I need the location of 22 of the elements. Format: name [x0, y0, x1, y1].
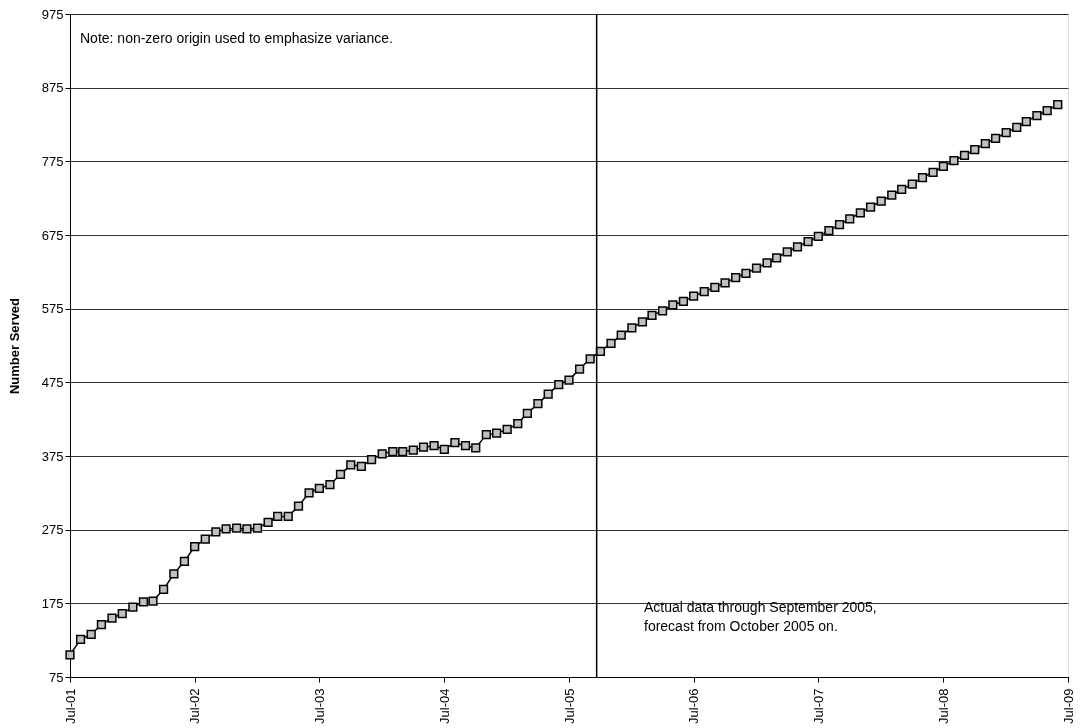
- x-tick-label: Jul-04: [436, 688, 452, 724]
- x-tick-label: Jul-03: [311, 688, 327, 724]
- y-tick-label: 175: [41, 595, 64, 611]
- y-tick-label: 975: [41, 6, 64, 22]
- x-tick-label: Jul-08: [935, 688, 951, 724]
- y-tick-label: 275: [41, 522, 64, 538]
- y-tick-label: 75: [49, 669, 64, 685]
- y-tick-label: 475: [41, 374, 64, 390]
- x-tick-label: Jul-09: [1060, 688, 1076, 724]
- annotation: Note: non-zero origin used to emphasize variance.: [80, 30, 393, 46]
- x-tick-label: Jul-07: [810, 688, 826, 724]
- x-tick-label: Jul-06: [686, 688, 702, 724]
- y-tick-label: 675: [41, 227, 64, 243]
- y-tick-label: 375: [41, 448, 64, 464]
- y-tick-label: 875: [41, 80, 64, 96]
- y-axis-title: Number Served: [6, 297, 22, 395]
- y-tick-label: 575: [41, 301, 64, 317]
- annotation: Actual data through September 2005, forecast from October 2005 on.: [644, 599, 877, 634]
- x-tick-label: Jul-05: [561, 688, 577, 724]
- y-tick-label: 775: [41, 153, 64, 169]
- x-tick-label: Jul-01: [62, 688, 78, 724]
- x-tick-label: Jul-02: [187, 688, 203, 724]
